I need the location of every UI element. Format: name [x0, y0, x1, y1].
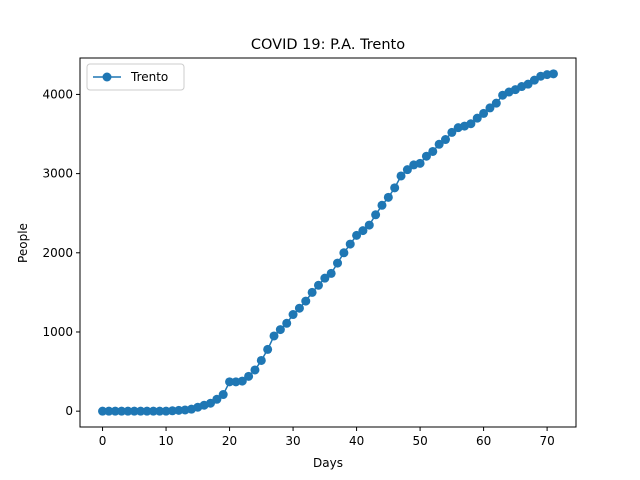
x-tick-label: 30	[285, 434, 300, 448]
y-tick-label: 3000	[42, 167, 73, 181]
chart-title: COVID 19: P.A. Trento	[251, 37, 405, 53]
data-point	[548, 69, 558, 79]
x-axis: 0 10 20 30 40 50 60 70	[99, 427, 555, 448]
data-point	[256, 355, 266, 365]
plot-area	[98, 69, 558, 416]
data-point	[326, 268, 336, 278]
data-point	[447, 127, 457, 137]
x-tick-label: 20	[222, 434, 237, 448]
data-point	[148, 406, 158, 416]
x-axis-label: Days	[313, 456, 343, 470]
data-point	[440, 135, 450, 145]
x-tick-label: 60	[476, 434, 491, 448]
data-point	[129, 406, 139, 416]
data-point	[104, 406, 114, 416]
data-point	[167, 406, 177, 416]
y-tick-label: 4000	[42, 87, 73, 101]
data-point	[155, 406, 165, 416]
x-tick-label: 50	[412, 434, 427, 448]
data-point	[288, 310, 298, 320]
data-point	[479, 108, 489, 118]
data-point	[250, 365, 260, 375]
data-point	[358, 226, 368, 236]
x-tick-label: 40	[349, 434, 364, 448]
legend: Trento	[86, 63, 185, 91]
y-tick-label: 1000	[42, 325, 73, 339]
data-point	[269, 331, 279, 341]
data-point	[402, 165, 412, 175]
data-point	[117, 406, 127, 416]
data-point	[307, 287, 317, 297]
y-axis-label: People	[16, 223, 30, 263]
data-point	[428, 146, 438, 156]
data-point	[218, 390, 228, 400]
legend-box	[86, 63, 185, 91]
data-point	[263, 344, 273, 354]
data-point	[174, 405, 184, 415]
data-point	[212, 394, 222, 404]
x-tick-label: 0	[99, 434, 107, 448]
data-point	[377, 200, 387, 210]
data-point	[313, 280, 323, 290]
y-axis: 0 1000 2000 3000 4000	[42, 87, 80, 418]
data-point	[364, 220, 374, 230]
y-tick-label: 0	[65, 404, 73, 418]
data-point	[390, 183, 400, 193]
data-point	[294, 303, 304, 313]
legend-marker	[102, 72, 112, 82]
data-point	[371, 210, 381, 220]
data-point	[339, 248, 349, 258]
data-point	[301, 296, 311, 306]
data-point	[320, 273, 330, 283]
data-point	[333, 258, 343, 268]
legend-label-trento: Trento	[130, 70, 168, 84]
data-point	[434, 139, 444, 149]
data-point	[352, 230, 362, 240]
data-point	[142, 406, 152, 416]
data-point	[383, 192, 393, 202]
data-point	[421, 151, 431, 161]
data-point	[136, 406, 146, 416]
data-point	[161, 406, 171, 416]
data-point	[466, 119, 476, 129]
data-point	[110, 406, 120, 416]
data-point	[98, 406, 108, 416]
x-tick-label: 10	[158, 434, 173, 448]
y-tick-label: 2000	[42, 246, 73, 260]
data-point	[237, 376, 247, 386]
data-point	[491, 98, 501, 108]
data-point	[345, 239, 355, 249]
data-point	[123, 406, 133, 416]
x-tick-label: 70	[539, 434, 554, 448]
data-point	[415, 158, 425, 168]
data-point	[282, 318, 292, 328]
plot-frame	[79, 57, 577, 428]
data-point	[244, 371, 254, 381]
data-point	[485, 103, 495, 113]
data-point	[225, 377, 235, 387]
data-point	[472, 113, 482, 123]
data-point	[396, 171, 406, 181]
series-line-trento	[102, 73, 554, 412]
data-point	[275, 325, 285, 335]
